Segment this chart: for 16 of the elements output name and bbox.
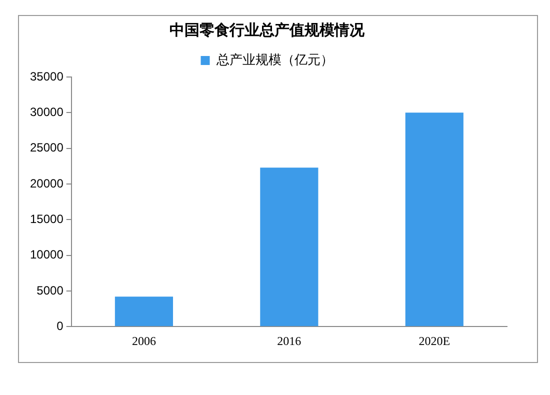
y-tick-label: 25000: [30, 140, 64, 155]
bar: [260, 168, 318, 326]
bar: [405, 112, 464, 326]
x-tick-label: 2016: [277, 334, 302, 348]
chart-title: 中国零食行业总产值规模情况: [170, 20, 366, 39]
y-tick-label: 10000: [30, 248, 64, 262]
legend-label: 总产业规模（亿元）: [215, 52, 334, 68]
y-tick-label: 0: [56, 318, 64, 333]
bar: [114, 296, 174, 326]
x-tick-label: 2020E: [418, 334, 450, 348]
y-tick-label: 20000: [30, 176, 64, 190]
y-tick-label: 35000: [30, 69, 64, 84]
x-tick-label: 2006: [132, 334, 156, 348]
y-tick-label: 5000: [36, 283, 64, 298]
y-tick-label: 15000: [30, 212, 64, 226]
y-tick-label: 30000: [30, 104, 64, 119]
